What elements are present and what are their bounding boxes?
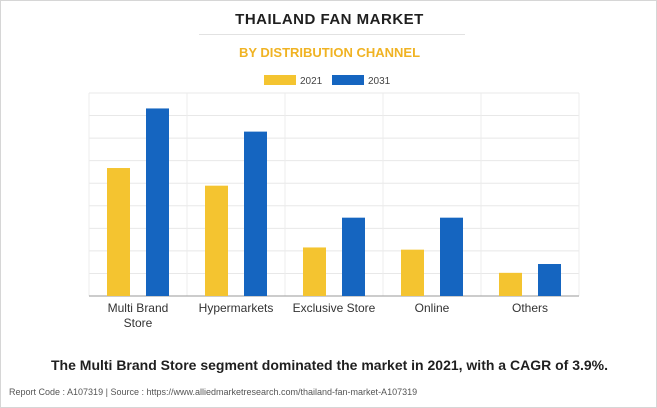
footer-separator: | <box>105 387 108 397</box>
bar-chart: Multi Brand Store Hypermarkets Exclusive St… <box>88 75 580 330</box>
x-tick-label: Online <box>415 301 450 315</box>
bar-2021-hypermarkets[interactable] <box>205 185 228 296</box>
legend-swatch-2031 <box>332 75 364 85</box>
chart-title: THAILAND FAN MARKET <box>235 11 424 28</box>
bar-2021-multi-brand-store[interactable] <box>107 168 130 296</box>
bar-2031-exclusive-store[interactable] <box>342 217 365 296</box>
x-tick-label: Exclusive Store <box>293 301 376 315</box>
bar-2021-exclusive-store[interactable] <box>303 247 326 296</box>
bar-series <box>107 108 561 297</box>
x-tick-label-line: Store <box>124 316 153 330</box>
chart-subtitle: BY DISTRIBUTION CHANNEL <box>238 45 421 60</box>
bar-2031-online[interactable] <box>440 217 463 296</box>
x-tick-label-line: Others <box>512 301 548 315</box>
bar-2021-others[interactable] <box>499 272 522 296</box>
bar-2021-online[interactable] <box>401 249 424 296</box>
legend-label-2021: 2021 <box>300 76 323 87</box>
x-tick-label-line: Online <box>415 301 450 315</box>
legend-swatch-2021 <box>264 75 296 85</box>
grid-lines <box>88 92 580 296</box>
source-link[interactable]: Source : https://www.alliedmarketresearc… <box>110 387 418 397</box>
legend-label-2031: 2031 <box>368 76 391 87</box>
x-tick-label-line: Exclusive Store <box>293 301 376 315</box>
x-tick-label: Others <box>512 301 548 315</box>
legend: 2021 2031 <box>264 75 391 87</box>
x-tick-label-line: Hypermarkets <box>199 301 274 315</box>
x-tick-label-line: Multi Brand <box>108 301 169 315</box>
report-code: Report Code : A107319 <box>9 387 104 397</box>
bar-2031-hypermarkets[interactable] <box>244 131 267 296</box>
chart-caption: The Multi Brand Store segment dominated … <box>51 357 608 373</box>
bar-2031-others[interactable] <box>538 264 561 296</box>
title-divider <box>199 34 465 35</box>
x-tick-label: Hypermarkets <box>199 301 274 315</box>
x-tick-labels: Multi Brand Store Hypermarkets Exclusive St… <box>108 301 548 330</box>
x-tick-label: Multi Brand Store <box>108 301 169 330</box>
footer-source: Report Code : A107319 | Source : https:/… <box>9 387 417 397</box>
bar-2031-multi-brand-store[interactable] <box>146 108 169 297</box>
